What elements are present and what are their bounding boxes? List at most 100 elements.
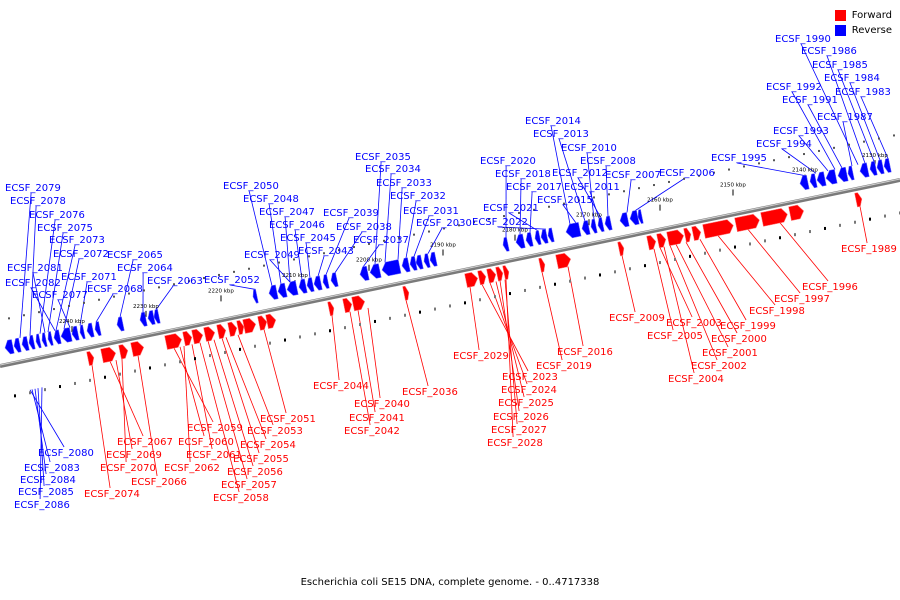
gc-dot [458, 224, 460, 227]
reverse-gene-body [47, 331, 54, 346]
forward-gene [118, 344, 129, 360]
reverse-gene [313, 275, 323, 291]
leader-line [357, 309, 376, 413]
forward-gene-body [100, 346, 117, 364]
reverse-gene-body [429, 251, 438, 267]
leader-line [669, 245, 718, 361]
gene-label: ECSF_2014 [525, 116, 581, 127]
forward-gene-body [854, 192, 863, 208]
gc-dot [338, 249, 340, 252]
gene-label: ECSF_2010 [561, 143, 617, 154]
reverse-gene-body [883, 157, 892, 173]
gc-dot [674, 257, 676, 261]
gene-label: ECSF_2006 [659, 168, 715, 179]
leader-line [39, 219, 56, 334]
gene-label: ECSF_2024 [501, 385, 557, 396]
forward-gene-body [683, 227, 692, 243]
reverse-gene [153, 309, 161, 324]
reverse-gene [381, 259, 402, 277]
genome-backbone [0, 178, 900, 368]
reverse-gene-body [423, 253, 431, 269]
gc-dot [704, 251, 706, 255]
axis-tick-label: 2210 kbp [282, 273, 308, 279]
reverse-gene [534, 230, 542, 246]
gene-label: ECSF_2067 [117, 437, 173, 448]
reverse-gene-body [401, 257, 411, 273]
forward-gene [646, 235, 657, 251]
forward-gene [203, 326, 216, 342]
gc-dot [188, 280, 190, 283]
gc-dot [209, 354, 211, 358]
forward-gene-body [164, 333, 182, 350]
leader-line [230, 284, 256, 290]
reverse-gene [277, 282, 288, 298]
gc-dot [374, 319, 376, 323]
gene-label: ECSF_2062 [164, 463, 220, 474]
reverse-gene-body [637, 209, 644, 224]
leader-line [405, 200, 417, 259]
gc-dot [143, 289, 145, 292]
reverse-gene-body [565, 222, 582, 239]
forward-gene-body [617, 241, 625, 257]
forward-gene-body [656, 233, 667, 249]
gene-label: ECSF_2048 [243, 194, 299, 205]
gc-dot [644, 264, 646, 268]
gc-dot [533, 208, 535, 211]
gene-label: ECSF_2080 [38, 448, 94, 459]
gene-label: ECSF_1998 [749, 306, 805, 317]
forward-gene [351, 295, 366, 312]
gene-label: ECSF_2075 [37, 223, 93, 234]
reverse-gene-body [298, 278, 308, 294]
gene-label: ECSF_2027 [491, 425, 547, 436]
reverse-gene [116, 316, 125, 332]
forward-gene [86, 351, 95, 366]
leader-line [237, 334, 274, 426]
reverse-gene [47, 331, 54, 346]
leader-line [47, 232, 64, 333]
gc-dot [233, 270, 235, 273]
reverse-gene [286, 280, 299, 296]
leader-line [826, 55, 866, 164]
legend-forward-label: Forward [851, 10, 892, 21]
reverse-gene-body [330, 272, 339, 288]
reverse-gene-body [581, 220, 591, 236]
gc-dot [293, 258, 295, 261]
leader-line [849, 82, 881, 161]
axis-ticks: 2240 kbp 2230 kbp 2220 kbp 2210 kbp 2200 kbp… [59, 153, 888, 333]
gc-dot [428, 230, 430, 233]
gc-dot [389, 316, 391, 320]
reverse-gene [515, 233, 526, 249]
gene-label: ECSF_2028 [487, 438, 543, 449]
forward-gene-body [788, 204, 805, 221]
gc-dot [749, 242, 751, 246]
gc-dot [194, 357, 196, 361]
reverse-gene [409, 255, 418, 271]
forward-gene-body [182, 331, 193, 347]
leader-line [558, 138, 586, 222]
gene-label: ECSF_2078 [10, 196, 66, 207]
forward-gene [216, 324, 227, 340]
leader-line [427, 227, 443, 254]
reverse-gene-body [153, 309, 161, 324]
gene-label: ECSF_2044 [313, 381, 369, 392]
gc-dot [569, 279, 571, 283]
reverse-gene-body [409, 255, 418, 271]
leader-line [29, 205, 37, 336]
leader-line [95, 293, 114, 323]
reverse-gene [79, 324, 86, 340]
reverse-gene [816, 171, 827, 187]
gc-dot [263, 264, 265, 267]
gc-dot [83, 301, 85, 304]
gc-dot [269, 341, 271, 345]
leader-line [19, 192, 32, 338]
gene-label: ECSF_2020 [480, 156, 536, 167]
reverse-gene-body [604, 215, 613, 231]
gc-dot [284, 338, 286, 342]
gc-dot [413, 233, 415, 236]
gene-label: ECSF_2030 [416, 218, 472, 229]
gene-label: ECSF_2063 [147, 276, 203, 287]
gene-label: ECSF_1995 [711, 153, 767, 164]
forward-gene [854, 192, 863, 208]
gc-dot [878, 137, 880, 140]
gc-dot [224, 350, 226, 354]
